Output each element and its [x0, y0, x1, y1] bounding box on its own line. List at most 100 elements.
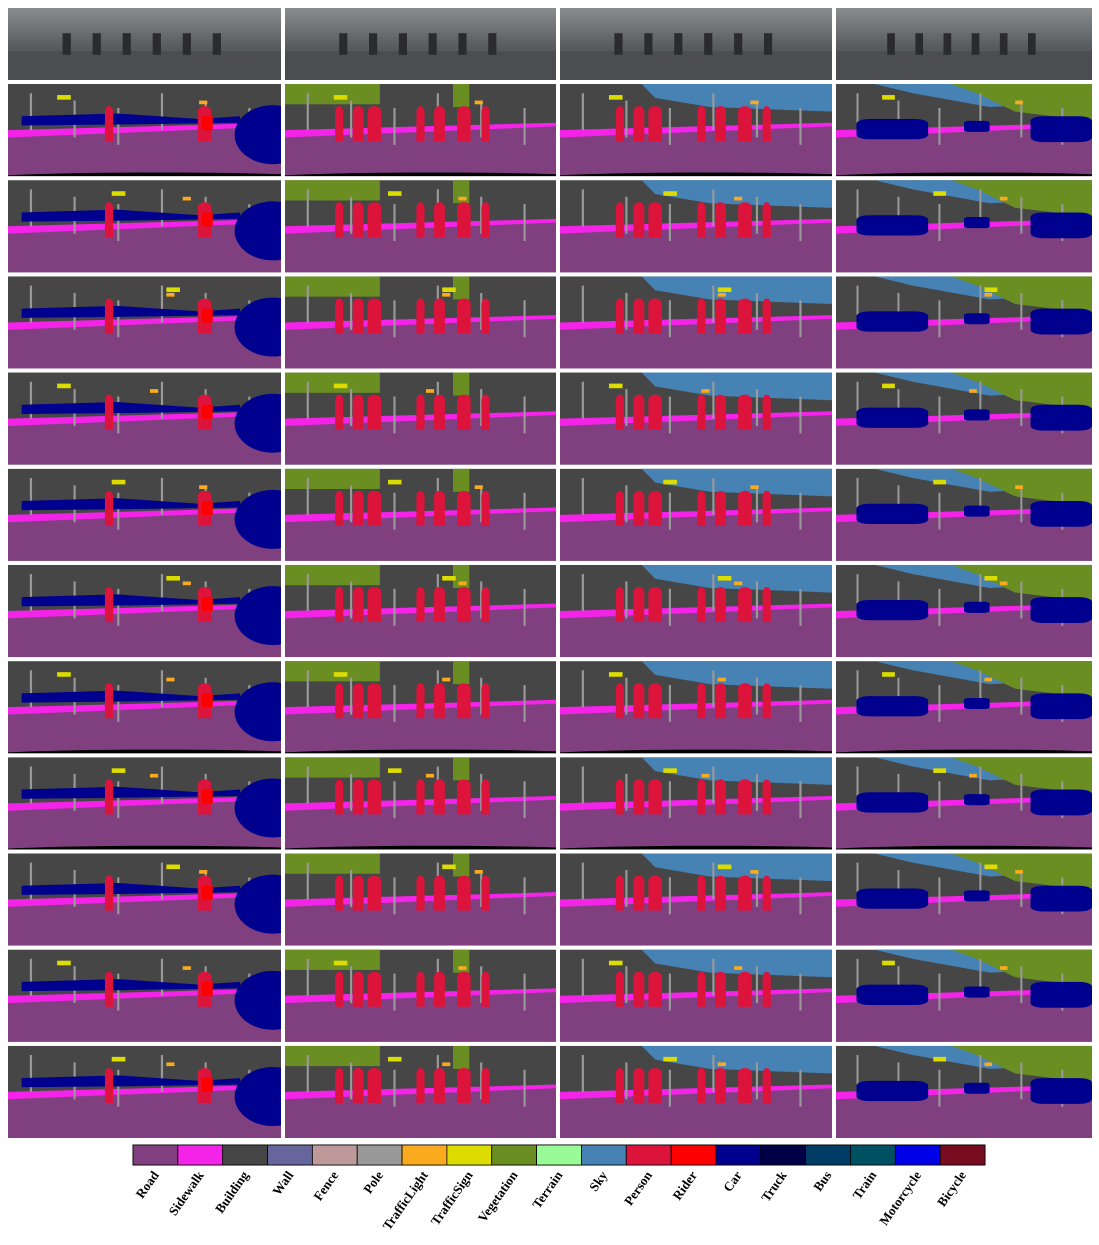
seg-person: [633, 785, 644, 814]
seg-sign: [609, 961, 623, 966]
legend-swatch: [537, 1145, 582, 1165]
seg-sign: [388, 1057, 402, 1062]
legend-label: Car: [720, 1168, 745, 1195]
seg-pole: [307, 382, 309, 419]
seg-pole: [625, 870, 627, 907]
seg-pole: [1020, 582, 1022, 619]
legend-swatch: [761, 1145, 806, 1165]
seg-pole: [307, 93, 309, 130]
seg-pole: [1020, 870, 1022, 907]
seg-person: [616, 496, 624, 525]
seg-person: [648, 785, 662, 814]
seg-person: [368, 208, 382, 237]
seg-person: [616, 785, 624, 814]
seg-pole: [307, 189, 309, 226]
seg-person: [648, 208, 662, 237]
seg-person: [633, 112, 644, 141]
seg-person: [335, 593, 343, 622]
seg-person: [738, 112, 752, 141]
photo-figure: [944, 33, 952, 55]
seg-person: [457, 785, 471, 814]
seg-person: [105, 1073, 113, 1102]
page: RoadSidewalkBuildingWallFencePoleTraffic…: [0, 0, 1099, 1245]
seg-pole: [117, 1070, 119, 1107]
seg-vegetation: [285, 661, 380, 681]
seg-light: [1000, 966, 1008, 970]
seg-pole: [161, 478, 163, 515]
seg-pole: [938, 1070, 940, 1107]
seg-person: [353, 881, 364, 910]
seg-pole: [393, 974, 395, 1011]
seg-car: [964, 506, 990, 517]
seg-person: [353, 112, 364, 141]
seg-pole: [350, 101, 352, 138]
seg-person: [633, 400, 644, 429]
seg-car: [856, 888, 928, 908]
legend-label: Fence: [310, 1168, 341, 1203]
seg-sign: [442, 865, 456, 870]
seg-rider: [202, 597, 213, 611]
segmentation-cell: [560, 565, 832, 657]
seg-pole: [712, 1055, 714, 1092]
seg-person: [434, 304, 445, 333]
seg-light: [475, 485, 483, 489]
seg-person: [763, 881, 771, 910]
seg-pole: [350, 1062, 352, 1099]
seg-pole: [625, 197, 627, 234]
photo: [285, 8, 556, 80]
seg-pole: [712, 382, 714, 419]
seg-pole: [307, 478, 309, 515]
seg-person: [738, 208, 752, 237]
seg-pole: [523, 781, 525, 818]
seg-pole: [938, 781, 940, 818]
seg-person: [481, 496, 489, 525]
seg-pole: [1020, 389, 1022, 426]
seg-person: [416, 208, 424, 237]
seg-rider: [202, 309, 213, 323]
seg-person: [697, 881, 705, 910]
seg-person: [738, 689, 752, 718]
seg-car: [856, 792, 928, 812]
segmentation-cell: [560, 276, 832, 368]
legend-swatch: [312, 1145, 357, 1165]
seg-car: [856, 311, 928, 331]
seg-person: [616, 208, 624, 237]
seg-pole: [117, 781, 119, 818]
seg-person: [368, 689, 382, 718]
seg-pole: [625, 678, 627, 715]
seg-person: [715, 400, 726, 429]
seg-person: [368, 977, 382, 1006]
seg-person: [434, 1073, 445, 1102]
seg-person: [648, 400, 662, 429]
seg-person: [368, 400, 382, 429]
seg-pole: [523, 204, 525, 241]
seg-car: [964, 987, 990, 998]
seg-person: [697, 400, 705, 429]
legend-label: Bus: [810, 1168, 834, 1194]
seg-pole: [523, 300, 525, 337]
seg-rider: [202, 212, 213, 226]
seg-sign: [718, 287, 732, 292]
seg-sign: [984, 865, 997, 870]
photo-figure: [614, 33, 622, 55]
legend-swatch: [806, 1145, 851, 1165]
seg-pole: [1020, 678, 1022, 715]
seg-light: [718, 678, 726, 682]
seg-pole: [350, 485, 352, 522]
seg-sign: [663, 191, 677, 196]
seg-pole: [756, 966, 758, 1003]
seg-vegetation: [453, 469, 469, 492]
seg-light: [701, 389, 709, 393]
seg-person: [648, 593, 662, 622]
seg-light: [442, 678, 450, 682]
seg-pole: [393, 1070, 395, 1107]
seg-person: [368, 785, 382, 814]
seg-pole: [393, 397, 395, 434]
seg-person: [434, 977, 445, 1006]
seg-rider: [202, 982, 213, 996]
seg-light: [984, 293, 992, 297]
seg-pole: [756, 389, 758, 426]
seg-rider: [202, 116, 213, 130]
seg-rider: [202, 886, 213, 900]
seg-person: [481, 208, 489, 237]
